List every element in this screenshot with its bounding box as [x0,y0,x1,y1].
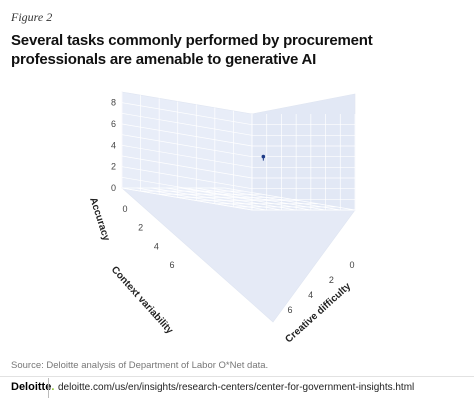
chart-panes [121,91,356,323]
wall-gridline [121,144,253,168]
z-tick-label: 2 [111,162,116,172]
y-axis-title: Context variability [109,264,175,336]
wall-gridline [121,187,253,211]
floor-gridline [166,187,297,211]
y-tick-label: 2 [138,223,143,233]
x-tick-label: 6 [287,305,292,315]
deloitte-logo: Deloitte. [11,381,55,393]
y-tick-label: 4 [154,241,159,251]
data-point[interactable] [261,154,266,159]
wall-gridline [121,112,253,136]
wall-gridline [121,176,253,200]
floor-gridline [151,187,282,211]
z-axis-title: Accuracy [87,196,112,243]
z-tick-label: 4 [111,140,116,150]
chart-grid [121,92,356,211]
footer-divider [0,376,474,377]
footer-separator [48,378,49,398]
floor-gridline [136,187,267,211]
chart-points [261,154,266,161]
source-note: Source: Deloitte analysis of Department … [11,360,269,371]
wall-gridline [121,134,253,158]
z-tick-label: 0 [111,183,116,193]
wall-gridline [121,123,253,147]
figure-label: Figure 2 [11,10,53,24]
chart-title: Several tasks commonly performed by proc… [11,32,373,68]
wall-gridline [121,155,253,179]
right-wall [251,93,356,211]
x-tick-label: 4 [308,290,313,300]
y-tick-label: 6 [169,260,174,270]
y-tick-label: 0 [122,204,127,214]
z-tick-label: 6 [111,119,116,129]
floor-gridline [180,187,311,211]
wall-gridline [121,102,253,126]
wall-gridline [121,166,253,190]
z-tick-label: 8 [111,98,116,108]
footer-url-link[interactable]: deloitte.com/us/en/insights/research-cen… [58,382,415,393]
x-tick-label: 0 [349,260,354,270]
x-tick-label: 2 [329,275,334,285]
